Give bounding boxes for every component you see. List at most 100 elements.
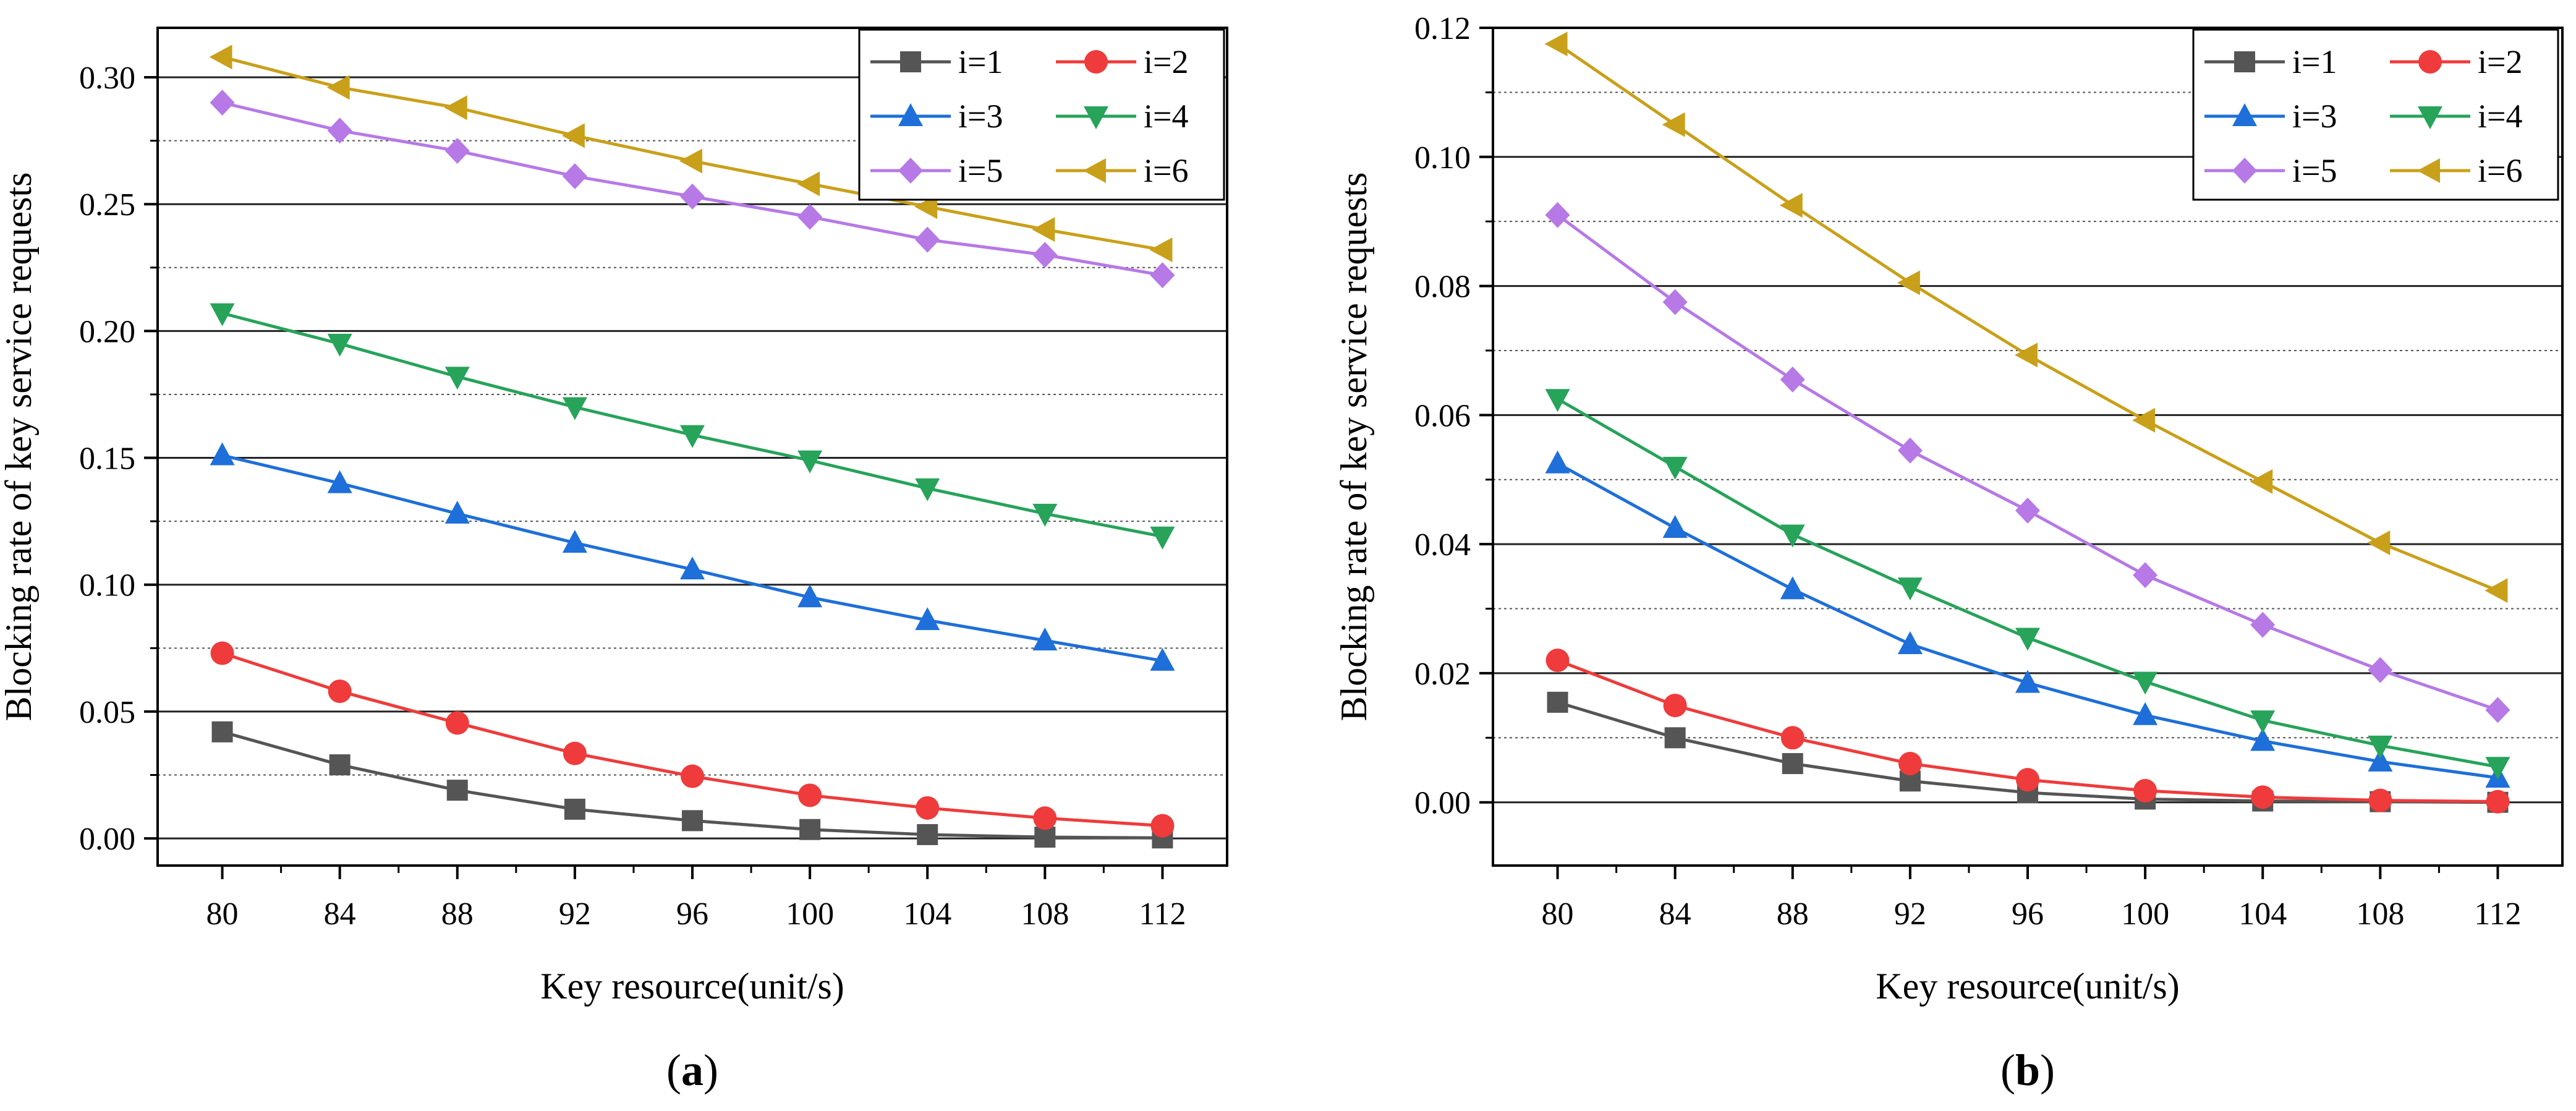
series-i3 (1545, 450, 2510, 788)
data-point (1662, 289, 1688, 315)
data-point (2250, 728, 2276, 751)
y-tick-label: 0.05 (79, 695, 135, 730)
x-axis-title: Key resource(unit/s) (1876, 966, 2179, 1007)
data-point (1545, 649, 1570, 673)
data-point (1149, 237, 1173, 263)
data-point (444, 95, 467, 121)
data-point (797, 171, 820, 197)
panel-label: (a) (666, 1045, 718, 1095)
legend-label: i=6 (2478, 152, 2522, 189)
data-point (2485, 757, 2510, 780)
data-point (797, 450, 823, 474)
data-point (444, 138, 470, 164)
data-point (1150, 814, 1175, 838)
series-line (221, 652, 1163, 828)
data-point (2368, 735, 2393, 759)
x-tick-label: 84 (324, 896, 356, 932)
legend-marker (2232, 103, 2257, 126)
data-point (1663, 694, 1687, 718)
data-point (2015, 497, 2040, 524)
data-point (329, 754, 351, 776)
y-tick-label: 0.08 (1414, 270, 1471, 305)
legend-label: i=2 (1144, 43, 1188, 80)
legend-marker (2418, 50, 2442, 74)
data-point (210, 641, 234, 665)
data-point (1780, 726, 1804, 750)
data-point (798, 783, 822, 807)
data-point (799, 819, 821, 840)
legend-entry: i=2 (1056, 43, 1188, 80)
legend-marker (1084, 106, 1108, 129)
x-tick-label: 100 (2121, 896, 2169, 932)
data-point (564, 798, 585, 820)
series-i3 (210, 442, 1175, 671)
data-point (1150, 262, 1175, 289)
data-point (1782, 753, 1803, 775)
legend-label: i=1 (958, 43, 1003, 80)
series-i1 (211, 721, 1173, 849)
series-i2 (210, 641, 1175, 838)
data-point (680, 425, 705, 448)
data-point (2368, 788, 2392, 812)
data-point (1545, 389, 1570, 412)
data-point (445, 711, 469, 735)
y-tick-label: 0.10 (1414, 140, 1471, 176)
data-point (797, 584, 823, 608)
data-point (1780, 576, 1805, 600)
chart-panel-b: 0.00 0.02 0.04 0.06 0.08 0.10 0.12 80 84 88 92 96 10… (1333, 11, 2564, 1095)
data-point (1545, 450, 1570, 474)
data-point (562, 163, 587, 190)
x-tick-label: 96 (2012, 896, 2044, 932)
data-point (2133, 562, 2158, 589)
data-point (2250, 710, 2276, 734)
data-point (1664, 727, 1686, 749)
data-point (1150, 526, 1175, 550)
legend-entry: i=3 (870, 98, 1003, 135)
data-point (1898, 752, 1922, 776)
y-axis-ticks: 0.00 0.05 0.10 0.15 0.20 0.25 0.30 (79, 61, 158, 857)
x-tick-label: 108 (1021, 896, 1069, 932)
x-tick-label: 96 (676, 896, 708, 932)
x-tick-label: 112 (1139, 896, 1186, 932)
x-axis-ticks: 80 84 88 92 96 100 104 108 112 (206, 866, 1186, 932)
data-point (1897, 577, 1923, 601)
y-tick-label: 0.12 (1414, 11, 1471, 46)
data-point (1545, 202, 1570, 228)
legend-label: i=6 (1144, 152, 1188, 189)
data-point (1897, 437, 1923, 464)
data-point (562, 530, 587, 553)
data-point (2250, 611, 2276, 638)
y-tick-label: 0.06 (1414, 398, 1471, 433)
data-point (210, 442, 235, 466)
y-axis-title: Blocking rate of key service requests (0, 172, 39, 721)
data-point (210, 90, 235, 116)
data-point (1032, 242, 1058, 268)
data-point (327, 117, 352, 144)
series-i5 (210, 90, 1175, 289)
y-tick-label: 0.15 (79, 441, 135, 477)
y-tick-label: 0.20 (79, 314, 135, 349)
legend-label: i=3 (958, 98, 1003, 135)
legend: i=1 i=2 i=3 i=4 i=5 i=6 (2192, 28, 2559, 201)
x-tick-label: 100 (786, 896, 834, 932)
data-point (2133, 671, 2158, 695)
data-point (682, 810, 703, 832)
data-point (1897, 270, 1920, 296)
legend-label: i=1 (2292, 43, 2337, 80)
legend-marker (1084, 50, 1108, 74)
data-point (1779, 193, 1803, 218)
data-point (561, 123, 585, 148)
series-i5 (1545, 202, 2510, 723)
data-point (2132, 407, 2156, 433)
y-tick-label: 0.00 (1414, 786, 1471, 821)
data-point (326, 75, 350, 100)
data-point (1662, 515, 1688, 538)
data-point (444, 500, 470, 524)
legend-entry: i=4 (1056, 98, 1188, 135)
x-axis-ticks: 80 84 88 92 96 100 104 108 112 (1542, 866, 2521, 932)
data-point (2015, 343, 2038, 368)
data-point (2485, 578, 2508, 603)
data-point (680, 556, 705, 580)
legend-label: i=5 (958, 152, 1003, 189)
